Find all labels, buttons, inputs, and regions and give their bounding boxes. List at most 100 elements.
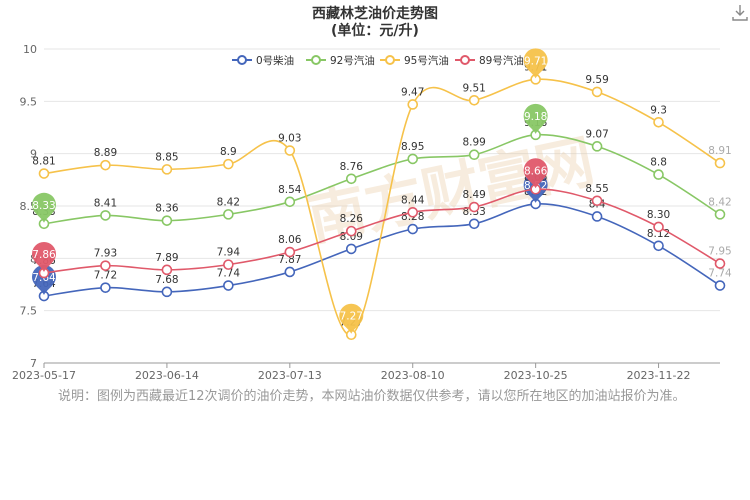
data-point xyxy=(407,99,419,110)
x-tick-label: 2023-05-17 xyxy=(12,369,76,382)
y-tick-label: 10 xyxy=(23,43,37,56)
data-label: 8.91 xyxy=(708,145,731,157)
data-point xyxy=(653,221,664,233)
legend-marker xyxy=(460,55,470,65)
data-point xyxy=(407,206,419,218)
data-point xyxy=(38,168,50,179)
data-label: 8.9 xyxy=(220,146,237,158)
marker-pin xyxy=(339,303,364,334)
data-point xyxy=(223,259,234,270)
data-label: 9.59 xyxy=(585,74,608,86)
data-point xyxy=(223,280,234,291)
download-icon[interactable] xyxy=(732,4,748,22)
data-label: 9.47 xyxy=(401,86,424,98)
data-label: 7.95 xyxy=(708,246,731,258)
x-tick-label: 2023-08-10 xyxy=(381,369,445,382)
data-label: 8.81 xyxy=(32,156,55,168)
data-point xyxy=(284,196,296,208)
data-label: 8.55 xyxy=(585,183,608,195)
data-point xyxy=(714,157,726,169)
data-point xyxy=(653,116,664,128)
data-point xyxy=(714,258,726,269)
data-point xyxy=(100,282,111,293)
data-label: 8.49 xyxy=(462,189,485,201)
data-label: 8.54 xyxy=(278,184,302,196)
marker-label: 9.18 xyxy=(524,111,547,123)
data-point xyxy=(100,210,111,221)
marker-pin xyxy=(32,192,56,223)
x-tick-label: 2023-07-13 xyxy=(258,369,322,382)
marker-label: 7.86 xyxy=(32,249,56,261)
y-tick-label: 7 xyxy=(30,357,37,370)
data-label: 9.51 xyxy=(462,82,485,94)
data-label: 8.41 xyxy=(94,197,117,209)
data-point xyxy=(223,158,234,170)
data-label: 8.95 xyxy=(401,141,424,153)
data-label: 8.99 xyxy=(462,137,485,149)
data-point xyxy=(468,94,480,106)
data-label: 8.76 xyxy=(340,161,364,173)
data-point xyxy=(284,266,296,278)
legend-marker xyxy=(385,55,395,65)
data-point xyxy=(345,243,357,255)
data-label: 7.89 xyxy=(155,252,178,264)
data-point xyxy=(100,260,111,271)
y-tick-label: 9 xyxy=(30,148,37,161)
data-label: 8.8 xyxy=(650,157,667,169)
legend-label: 95号汽油 xyxy=(404,54,449,67)
line-chart: 77.588.599.5102023-05-172023-06-142023-0… xyxy=(12,43,732,382)
data-label: 7.74 xyxy=(708,268,732,280)
data-point xyxy=(407,223,419,235)
data-point xyxy=(468,149,480,161)
marker-pin xyxy=(523,158,548,189)
data-label: 8.89 xyxy=(94,147,117,159)
y-tick-label: 7.5 xyxy=(20,305,38,318)
data-label: 7.74 xyxy=(217,268,241,280)
legend-label: 89号汽油 xyxy=(479,54,524,67)
marker-pin xyxy=(523,103,548,134)
data-label: 9.07 xyxy=(585,128,608,140)
data-point xyxy=(591,141,603,152)
data-point xyxy=(284,246,296,258)
data-point xyxy=(284,145,296,156)
data-label: 7.93 xyxy=(94,248,117,260)
marker-label: 9.71 xyxy=(524,55,547,67)
legend-label: 92号汽油 xyxy=(330,54,375,67)
data-label: 7.72 xyxy=(94,270,117,282)
marker-pin xyxy=(32,241,56,272)
data-point xyxy=(653,169,664,180)
data-label: 8.44 xyxy=(401,194,425,206)
data-point xyxy=(407,153,419,165)
chart-title: 西藏林芝油价走势图 xyxy=(312,6,438,22)
data-label: 8.85 xyxy=(155,151,178,163)
data-point xyxy=(100,159,111,171)
data-point xyxy=(223,209,234,220)
data-label: 8.26 xyxy=(340,213,364,225)
legend-marker xyxy=(237,55,247,65)
x-tick-label: 2023-06-14 xyxy=(135,369,199,382)
marker-pin xyxy=(523,48,548,79)
data-point xyxy=(714,280,726,291)
x-tick-label: 2023-11-22 xyxy=(627,369,691,382)
data-point xyxy=(591,211,603,222)
data-point xyxy=(653,240,664,252)
data-point xyxy=(161,164,173,175)
data-label: 7.87 xyxy=(278,254,301,266)
data-label: 9.3 xyxy=(650,104,667,116)
data-point xyxy=(714,209,726,220)
data-label: 7.68 xyxy=(155,274,178,286)
data-point xyxy=(345,225,357,237)
data-point xyxy=(468,218,480,230)
data-label: 8.42 xyxy=(217,196,240,208)
data-point xyxy=(161,264,173,276)
data-label: 7.94 xyxy=(217,247,241,259)
chart-note: 说明：图例为西藏最近12次调价的油价走势，本网站油价数据仅供参考，请以您所在地区… xyxy=(58,389,686,404)
x-tick-label: 2023-10-25 xyxy=(504,369,568,382)
legend-label: 0号柴油 xyxy=(256,54,294,67)
chart-subtitle: (单位：元/升) xyxy=(331,23,419,39)
data-label: 9.03 xyxy=(278,133,301,145)
legend-marker xyxy=(311,55,321,65)
data-point xyxy=(161,286,173,298)
data-label: 8.06 xyxy=(278,234,302,246)
data-point xyxy=(161,215,173,226)
